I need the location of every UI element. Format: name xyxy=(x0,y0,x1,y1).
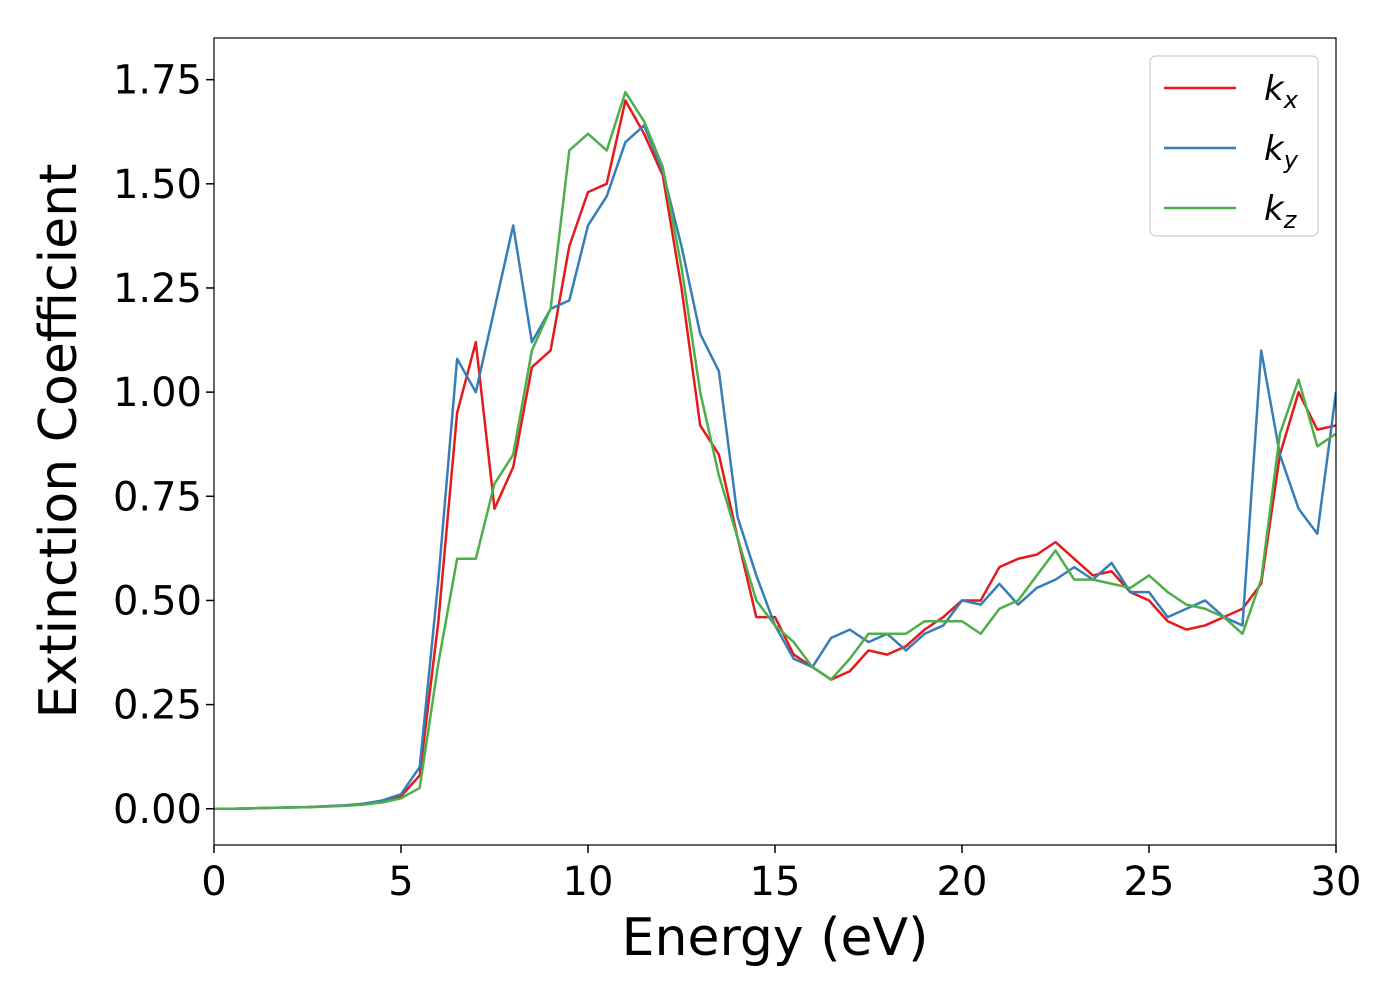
y-tick-label: 0.25 xyxy=(113,683,202,729)
x-tick-label: 25 xyxy=(1124,859,1175,905)
legend-label: kx xyxy=(1264,69,1299,114)
x-tick-label: 10 xyxy=(563,859,614,905)
y-tick-label: 1.50 xyxy=(113,162,202,208)
x-tick-label: 15 xyxy=(750,859,801,905)
x-tick-label: 5 xyxy=(388,859,413,905)
y-tick-label: 0.50 xyxy=(113,578,202,624)
legend-box xyxy=(1149,55,1319,237)
y-tick-label: 0.75 xyxy=(113,474,202,520)
y-tick-label: 1.25 xyxy=(113,266,202,312)
x-tick-label: 20 xyxy=(937,859,988,905)
y-axis-label: Extinction Coefficient xyxy=(29,164,89,719)
x-tick-label: 0 xyxy=(201,859,226,905)
y-tick-label: 1.75 xyxy=(113,58,202,104)
plot-area xyxy=(214,38,1336,845)
data-line xyxy=(214,99,1336,810)
y-tick-label: 1.00 xyxy=(113,370,202,416)
legend-label: kz xyxy=(1264,189,1298,234)
x-tick-label: 30 xyxy=(1311,859,1362,905)
data-line xyxy=(214,90,1336,810)
y-tick-label: 0.00 xyxy=(113,787,202,833)
plot-frame xyxy=(213,37,1337,846)
x-axis-label: Energy (eV) xyxy=(622,908,929,968)
legend-label: ky xyxy=(1264,129,1299,174)
